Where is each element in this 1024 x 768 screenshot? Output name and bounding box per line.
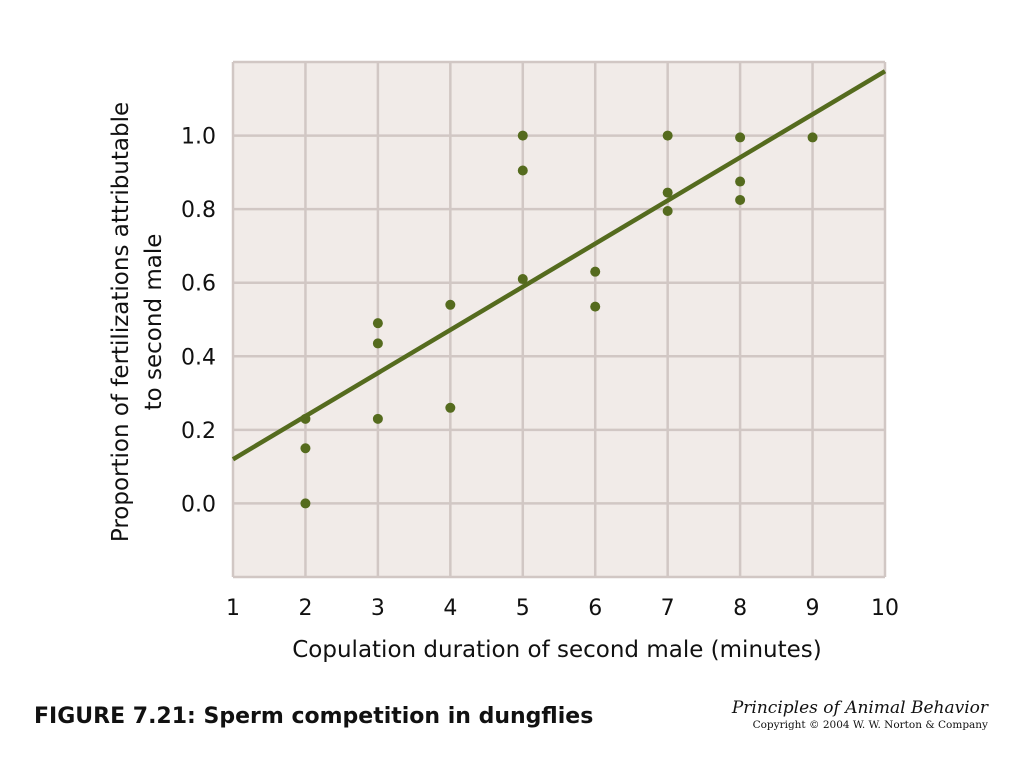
y-tick-label: 0.0 (181, 492, 216, 517)
y-axis-title-line-1: Proportion of fertilizations attributabl… (108, 102, 134, 542)
trend-line-group (231, 69, 887, 462)
y-tick-label: 0.4 (181, 345, 216, 370)
y-tick-label: 0.6 (181, 272, 216, 297)
x-tick-label: 1 (226, 596, 240, 621)
credit-title: Principles of Animal Behavior (731, 698, 988, 718)
data-points (300, 130, 818, 509)
data-point (517, 130, 528, 141)
data-point (372, 338, 383, 349)
x-tick-label: 5 (516, 596, 530, 621)
grid (231, 60, 887, 579)
data-point (807, 132, 818, 143)
x-tick-label: 7 (661, 596, 675, 621)
x-tick-label: 9 (806, 596, 820, 621)
data-point (662, 205, 673, 216)
data-point (300, 443, 311, 454)
y-tick-label: 0.2 (181, 419, 216, 444)
y-tick-label: 1.0 (181, 125, 216, 150)
x-tick-label: 6 (588, 596, 602, 621)
data-point (517, 165, 528, 176)
data-point (735, 194, 746, 205)
figure-caption: FIGURE 7.21: Sperm competition in dungfl… (34, 704, 594, 729)
x-axis-title: Copulation duration of second male (minu… (292, 637, 821, 663)
y-axis-title-line-2: to second male (141, 234, 167, 411)
data-point (735, 176, 746, 187)
credit-copyright: Copyright © 2004 W. W. Norton & Company (752, 719, 988, 731)
plot-area (233, 62, 885, 577)
data-point (372, 318, 383, 329)
credit-block: Principles of Animal Behavior Copyright … (732, 698, 988, 732)
data-point (590, 301, 601, 312)
data-point (662, 187, 673, 198)
y-tick-label: 0.8 (181, 198, 216, 223)
x-axis-ticks: 1 2 3 4 5 6 7 8 9 10 (226, 596, 899, 621)
data-point (735, 132, 746, 143)
y-axis-ticks: 0.0 0.2 0.4 0.6 0.8 1.0 (181, 125, 216, 518)
data-point (445, 299, 456, 310)
x-tick-label: 2 (298, 596, 312, 621)
data-point (445, 402, 456, 413)
data-point (662, 130, 673, 141)
x-tick-label: 10 (871, 596, 899, 621)
data-point (372, 413, 383, 424)
data-point (590, 266, 601, 277)
trend-line (231, 69, 887, 462)
x-tick-label: 8 (733, 596, 747, 621)
data-point (300, 498, 311, 509)
x-tick-label: 3 (371, 596, 385, 621)
data-point (517, 274, 528, 285)
x-tick-label: 4 (443, 596, 457, 621)
